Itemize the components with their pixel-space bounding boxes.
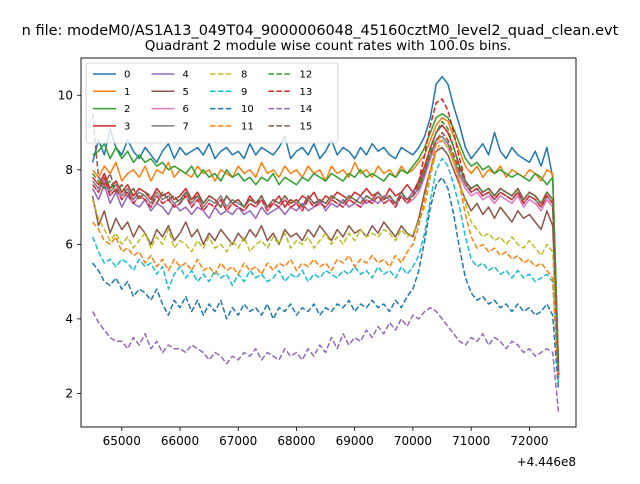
legend-label-0: 0: [124, 70, 130, 81]
legend-label-15: 15: [300, 121, 313, 132]
y-tick-label: 10: [58, 88, 73, 102]
chart-title: Quadrant 2 module wise count rates with …: [145, 38, 511, 54]
figure-suptitle: n file: modeM0/AS1A13_049T04_9000006048_…: [22, 23, 619, 39]
series-line-11: [92, 131, 560, 379]
legend-label-7: 7: [183, 121, 189, 132]
legend-label-11: 11: [241, 121, 254, 132]
series-line-0: [91, 75, 560, 368]
legend-label-2: 2: [124, 104, 130, 115]
legend-label-1: 1: [124, 87, 130, 98]
x-tick-label: 72000: [510, 434, 548, 448]
x-tick-label: 71000: [452, 434, 490, 448]
axes-frame: [80, 57, 577, 428]
series-line-8: [91, 139, 560, 372]
legend-label-8: 8: [241, 70, 247, 81]
legend-label-4: 4: [183, 70, 189, 81]
series-line-9: [91, 157, 560, 383]
series-line-14: [91, 306, 560, 413]
y-tick-label: 4: [65, 312, 73, 326]
x-axis: 65000 66000 67000 68000 69000 70000 71000 72000: [103, 427, 549, 448]
legend-label-13: 13: [300, 87, 313, 98]
x-tick-label: 65000: [103, 434, 141, 448]
x-offset-label: +4.446e8: [517, 455, 576, 469]
x-tick-label: 70000: [394, 434, 432, 448]
legend-label-14: 14: [300, 104, 313, 115]
series-line-5: [91, 146, 560, 379]
y-tick-label: 8: [65, 163, 73, 177]
legend-label-9: 9: [241, 87, 247, 98]
series-line-10: [92, 176, 560, 390]
legend-label-3: 3: [124, 121, 130, 132]
x-tick-label: 68000: [277, 434, 315, 448]
series-line-15: [91, 113, 560, 372]
y-tick-label: 6: [65, 237, 73, 251]
legend-label-6: 6: [183, 104, 189, 115]
series-line-2: [92, 113, 560, 364]
x-tick-label: 66000: [161, 434, 199, 448]
y-tick-label: 2: [65, 386, 73, 400]
legend-box: [85, 62, 339, 144]
series-line-13: [92, 98, 560, 375]
legend-label-12: 12: [300, 70, 313, 81]
x-tick-label: 67000: [219, 434, 257, 448]
legend-label-5: 5: [183, 87, 189, 98]
series-layer: [91, 75, 560, 413]
x-tick-label: 69000: [336, 434, 374, 448]
legend-label-10: 10: [241, 104, 254, 115]
y-axis: 2 4 6 8 10: [58, 88, 81, 400]
